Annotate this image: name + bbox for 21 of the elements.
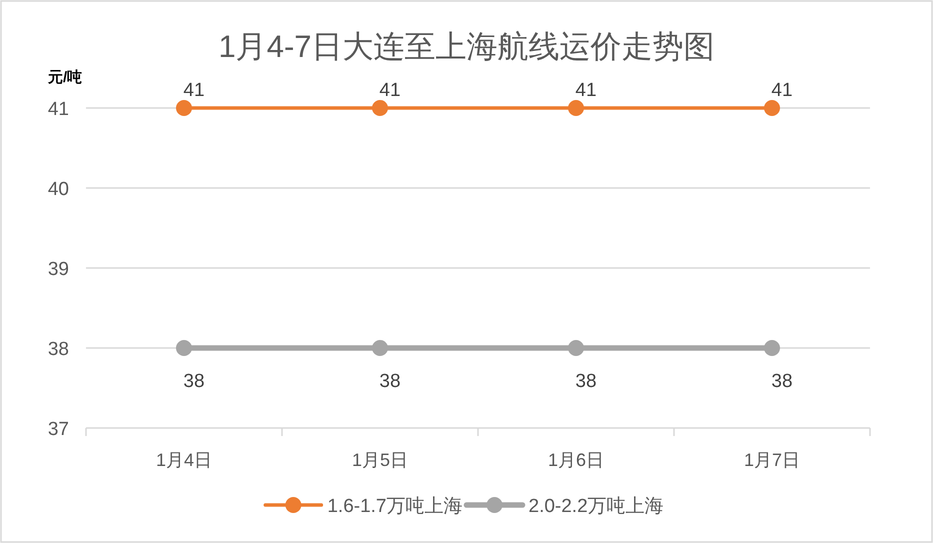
y-tick-label: 40 xyxy=(48,179,69,200)
y-tick-label: 41 xyxy=(48,99,69,120)
data-label: 41 xyxy=(379,80,401,101)
legend-label: 2.0-2.2万吨上海 xyxy=(528,496,664,517)
data-label: 41 xyxy=(771,80,793,101)
ylabel: 元/吨 xyxy=(48,69,82,86)
data-label: 41 xyxy=(183,80,205,101)
x-tick-label: 1月7日 xyxy=(744,450,800,470)
data-label: 38 xyxy=(771,371,793,392)
y-tick-label: 37 xyxy=(48,419,69,440)
data-label: 38 xyxy=(183,371,205,392)
legend-label: 1.6-1.7万吨上海 xyxy=(327,496,462,517)
data-label: 41 xyxy=(575,80,597,101)
y-tick-label: 38 xyxy=(48,339,69,360)
data-label: 38 xyxy=(575,371,597,392)
x-tick-label: 1月6日 xyxy=(548,450,604,470)
x-tick-label: 1月4日 xyxy=(156,450,212,470)
data-label: 38 xyxy=(379,371,401,392)
title: 1月4-7日大连至上海航线运价走势图 xyxy=(218,29,715,64)
y-tick-label: 39 xyxy=(48,259,69,280)
x-tick-label: 1月5日 xyxy=(352,450,408,470)
